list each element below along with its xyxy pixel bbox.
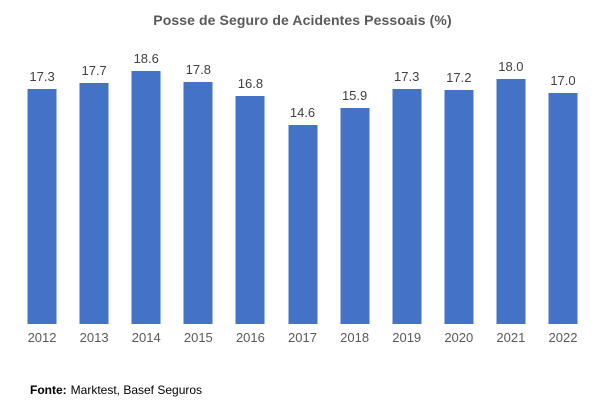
bar-column: 16.8 [224, 52, 276, 324]
x-axis-label: 2019 [392, 330, 422, 345]
x-axis: 2012 2013 2014 2015 2016 2017 2018 2019 2020 2021… [16, 324, 589, 345]
bar-value-label: 18.6 [133, 51, 159, 66]
bar-column: 17.7 [68, 52, 120, 324]
x-axis-label: 2021 [496, 330, 526, 345]
source-text: Marktest, Basef Seguros [70, 383, 203, 397]
x-axis-label: 2018 [340, 330, 370, 345]
bar-value-label: 17.3 [394, 69, 420, 84]
x-axis-label: 2017 [288, 330, 317, 345]
plot-area: 17.3 17.7 18.6 17.8 16.8 14.6 15.9 17.3 17.2 18.0… [16, 51, 589, 324]
bar [79, 83, 109, 324]
x-axis-label: 2020 [444, 330, 474, 345]
bar [340, 108, 370, 324]
bar [496, 79, 526, 324]
bar-value-label: 17.3 [29, 69, 55, 84]
bar-value-label: 16.8 [237, 76, 264, 91]
bar-column: 17.8 [172, 52, 224, 324]
x-axis-label: 2016 [235, 330, 265, 345]
bar [27, 89, 57, 324]
bar-column: 14.6 [276, 52, 328, 324]
bar-value-label: 14.6 [289, 105, 316, 120]
bar [183, 82, 213, 324]
x-axis-label: 2014 [131, 330, 161, 345]
bar [392, 89, 422, 324]
bar-column: 17.3 [381, 52, 433, 324]
source-label: Fonte: [30, 383, 67, 397]
bar-value-label: 17.8 [185, 62, 211, 77]
bar-column: 17.2 [433, 52, 485, 324]
x-axis-label: 2015 [183, 330, 213, 345]
bar-value-label: 17.2 [446, 70, 472, 85]
bar [548, 93, 578, 324]
bar-value-label: 15.9 [341, 88, 368, 103]
x-axis-label: 2022 [548, 330, 578, 345]
bar [131, 71, 161, 324]
bar [288, 125, 318, 324]
bar-column: 15.9 [329, 52, 381, 324]
bar-column: 18.6 [120, 51, 172, 324]
bar-value-label: 18.0 [498, 59, 524, 74]
source-note: Fonte: Marktest, Basef Seguros [30, 383, 202, 397]
bar-value-label: 17.7 [81, 63, 107, 78]
bar-column: 17.3 [16, 52, 68, 324]
bar-column: 18.0 [485, 52, 537, 324]
bar [235, 96, 265, 324]
bar-column: 17.0 [537, 52, 589, 324]
bar-value-label: 17.0 [550, 73, 576, 88]
bar [444, 90, 474, 324]
x-axis-label: 2012 [27, 330, 57, 345]
x-axis-label: 2013 [79, 330, 109, 345]
chart-title: Posse de Seguro de Acidentes Pessoais (%… [153, 12, 452, 28]
